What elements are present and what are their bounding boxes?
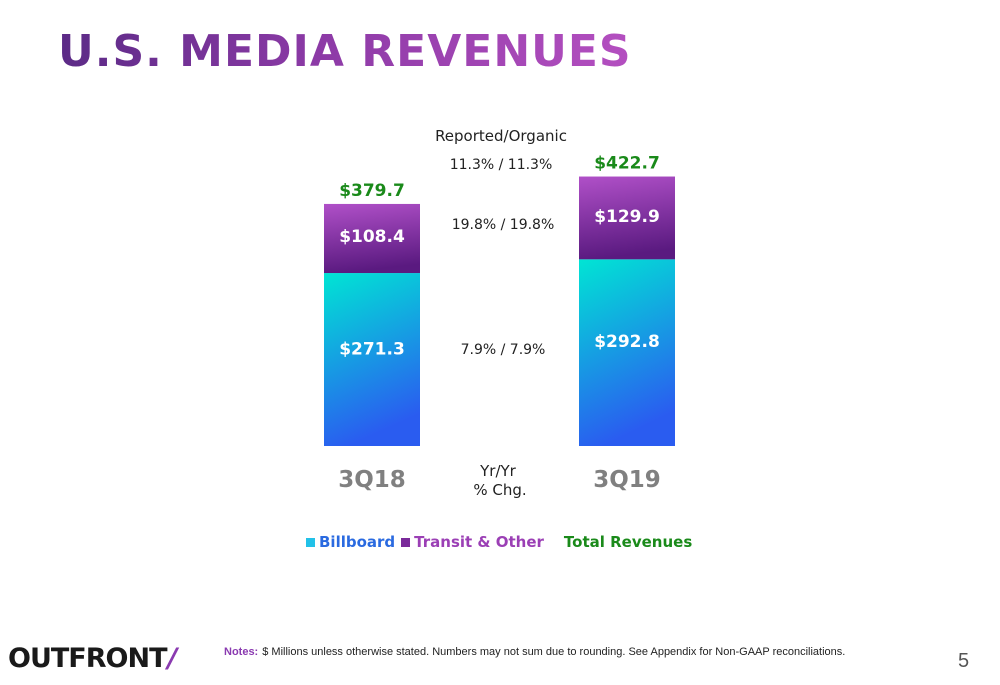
outfront-logo: OUTFRONT/: [8, 643, 178, 674]
legend-label-billboard: Billboard: [319, 533, 396, 551]
data-label-transit-3Q18: $108.4: [339, 227, 405, 247]
legend-item-total: Total Revenues: [564, 533, 692, 551]
chart-legend: Billboard Transit & Other Total Revenues: [306, 533, 698, 551]
legend-item-billboard: Billboard: [306, 533, 395, 551]
logo-text: OUTFRONT: [8, 643, 167, 674]
bar-billboard-3Q19: [579, 259, 675, 446]
yoy-transit: 19.8% / 19.8%: [452, 217, 555, 233]
category-label-3Q18: 3Q18: [338, 467, 406, 493]
yoy-label-line1: Yr/Yr: [479, 462, 517, 480]
page-number: 5: [958, 650, 970, 672]
category-label-3Q19: 3Q19: [593, 467, 661, 493]
bar-transit-3Q18: [324, 203, 420, 274]
data-label-total-3Q19: $422.7: [594, 154, 660, 174]
legend-label-transit: Transit & Other: [414, 533, 544, 551]
yoy-billboard: 7.9% / 7.9%: [461, 342, 546, 358]
notes-text: $ Millions unless otherwise stated. Numb…: [262, 646, 846, 658]
legend-label-total: Total Revenues: [563, 533, 693, 551]
yoy-header: Reported/Organic: [435, 127, 567, 145]
bar-billboard-3Q18: [324, 273, 420, 446]
logo-mark: /: [167, 643, 178, 674]
legend-swatch-billboard: [306, 537, 315, 547]
footer-notes: Notes: $ Millions unless otherwise stated…: [224, 646, 845, 658]
bar-transit-3Q19: [579, 176, 675, 260]
yoy-label-line2: % Chg.: [473, 481, 526, 499]
yoy-total: 11.3% / 11.3%: [450, 157, 553, 173]
data-label-total-3Q18: $379.7: [339, 181, 405, 201]
data-label-transit-3Q19: $129.9: [594, 207, 660, 227]
notes-label: Notes:: [224, 646, 259, 658]
data-label-billboard-3Q19: $292.8: [594, 332, 660, 352]
page-title: U.S. MEDIA REVENUES: [58, 26, 632, 77]
legend-swatch-transit: [401, 537, 411, 547]
data-label-billboard-3Q18: $271.3: [339, 339, 405, 359]
legend-item-transit: Transit & Other: [401, 533, 544, 551]
